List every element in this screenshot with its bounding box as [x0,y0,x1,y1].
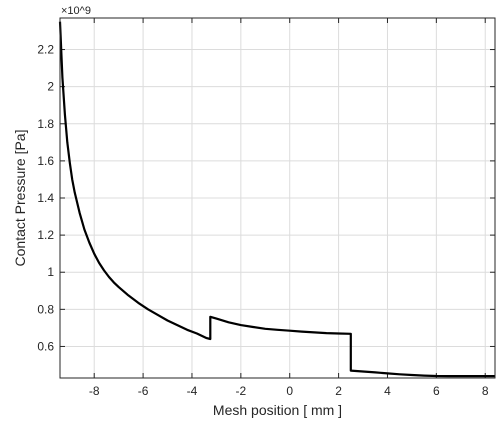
x-tick-label: 0 [286,384,293,398]
x-tick-label: 8 [482,384,489,398]
x-tick-label: -8 [89,384,100,398]
y-tick-label: 0.6 [37,339,54,353]
grid [60,18,495,378]
y-tick-label: 1.2 [37,228,54,242]
ticks: -8 -6 -4 -2 0 2 4 6 8 0.6 0.8 1 1.2 1.4 1.6 1.8 2 2.2 [37,18,495,398]
y-tick-label: 1.6 [37,154,54,168]
y-tick-label: 1.8 [37,117,54,131]
x-tick-label: 2 [335,384,342,398]
x-tick-label: -4 [187,384,198,398]
y-axis-label: Contact Pressure [Pa] [12,130,28,267]
data-series [58,21,495,378]
x-tick-label: 6 [433,384,440,398]
y-tick-label: 1.4 [37,191,54,205]
y-tick-label: 0.8 [37,302,54,316]
x-axis-label: Mesh position [ mm ] [213,402,342,418]
x-tick-label: -2 [236,384,247,398]
y-tick-label: 2.2 [37,43,54,57]
series-line [58,21,495,378]
x-tick-label: -6 [138,384,149,398]
plot-frame [59,17,496,379]
y-exponent-label: ×10^9 [61,5,91,17]
y-tick-label: 2 [47,80,54,94]
y-tick-label: 1 [47,265,54,279]
x-tick-label: 4 [384,384,391,398]
